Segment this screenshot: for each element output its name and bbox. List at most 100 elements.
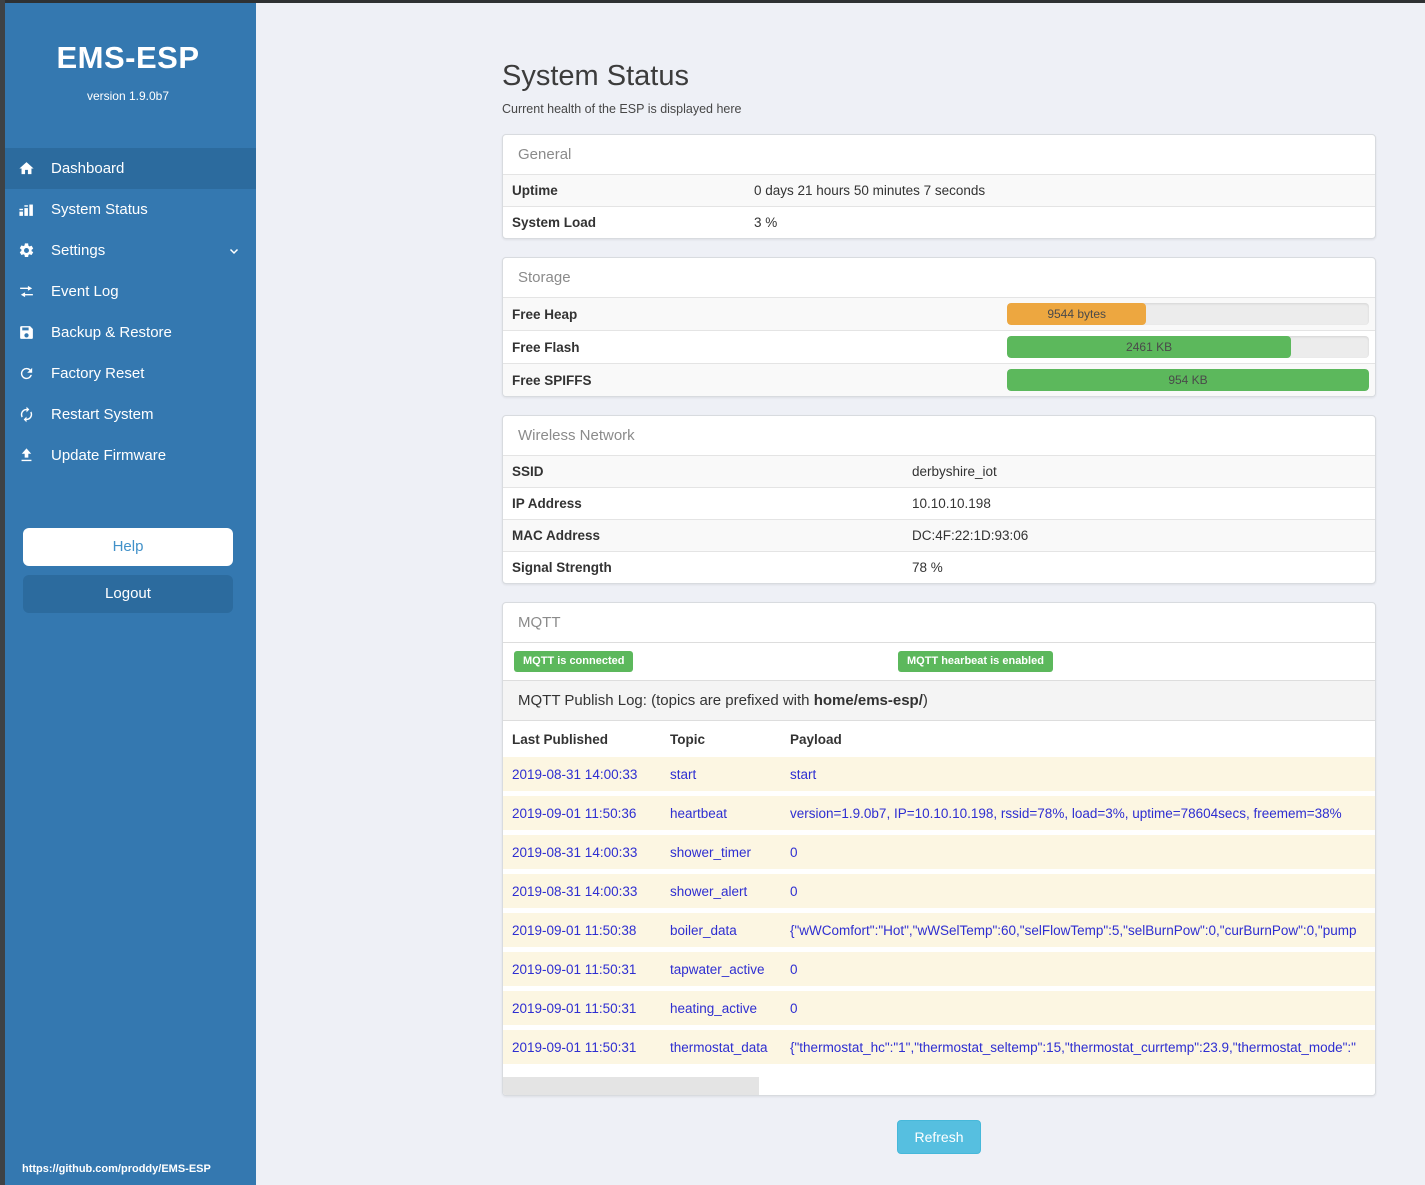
free-spiffs-progressbar: 954 KB — [1007, 369, 1369, 391]
log-row: 2019-09-01 11:50:31 tapwater_active 0 — [503, 952, 1375, 986]
log-payload: start — [790, 767, 817, 782]
sidebar-item-label: Backup & Restore — [51, 324, 172, 341]
sidebar-item-system-status[interactable]: System Status — [0, 189, 256, 230]
log-time: 2019-08-31 14:00:33 — [512, 767, 638, 782]
sidebar-item-settings[interactable]: Settings — [0, 230, 256, 271]
sidebar-item-restart-system[interactable]: Restart System — [0, 394, 256, 435]
log-payload: 0 — [790, 845, 798, 860]
wireless-panel: Wireless Network SSID derbyshire_iot IP … — [502, 415, 1376, 584]
system-load-label: System Load — [512, 215, 597, 230]
log-time: 2019-08-31 14:00:33 — [512, 845, 638, 860]
mqtt-topic-prefix: home/ems-esp/ — [813, 692, 923, 709]
window-top-edge — [0, 0, 1425, 3]
logout-button[interactable]: Logout — [23, 575, 233, 613]
uptime-label: Uptime — [512, 183, 558, 198]
mqtt-log-header: Last Published Topic Payload — [503, 721, 1375, 757]
sidebar: EMS-ESP version 1.9.0b7 Dashboard System… — [0, 0, 256, 1185]
horizontal-scrollbar-thumb[interactable] — [503, 1077, 759, 1095]
mac-address-label: MAC Address — [512, 528, 601, 543]
log-row: 2019-08-31 14:00:33 shower_timer 0 — [503, 835, 1375, 869]
general-panel-title: General — [518, 146, 572, 163]
free-flash-row: Free Flash 2461 KB — [503, 330, 1375, 363]
log-payload: 0 — [790, 1001, 798, 1016]
wireless-panel-title: Wireless Network — [518, 427, 635, 444]
column-payload: Payload — [790, 732, 842, 747]
log-payload: {"thermostat_hc":"1","thermostat_seltemp… — [790, 1040, 1356, 1055]
signal-strength-row: Signal Strength 78 % — [503, 551, 1375, 583]
app-title: EMS-ESP — [56, 40, 200, 75]
log-row: 2019-09-01 11:50:38 boiler_data {"wWComf… — [503, 913, 1375, 947]
help-button[interactable]: Help — [23, 528, 233, 566]
log-row: 2019-09-01 11:50:31 heating_active 0 — [503, 991, 1375, 1025]
sidebar-item-factory-reset[interactable]: Factory Reset — [0, 353, 256, 394]
free-spiffs-label: Free SPIFFS — [512, 372, 592, 388]
log-topic: tapwater_active — [670, 962, 765, 977]
log-payload: 0 — [790, 962, 798, 977]
sidebar-item-event-log[interactable]: Event Log — [0, 271, 256, 312]
ssid-value: derbyshire_iot — [912, 464, 997, 479]
refresh-icon — [16, 365, 36, 382]
mqtt-panel-title: MQTT — [503, 603, 1375, 643]
sidebar-item-label: Restart System — [51, 406, 154, 423]
github-link[interactable]: https://github.com/proddy/EMS-ESP — [22, 1163, 211, 1175]
log-time: 2019-08-31 14:00:33 — [512, 884, 638, 899]
sidebar-item-label: Event Log — [51, 283, 119, 300]
log-time: 2019-09-01 11:50:38 — [512, 923, 637, 938]
app-version: version 1.9.0b7 — [86, 89, 170, 103]
page-title: System Status — [502, 60, 689, 92]
log-payload: {"wWComfort":"Hot","wWSelTemp":60,"selFl… — [790, 923, 1357, 938]
sidebar-item-backup-restore[interactable]: Backup & Restore — [0, 312, 256, 353]
log-row: 2019-08-31 14:00:33 shower_alert 0 — [503, 874, 1375, 908]
column-topic: Topic — [670, 732, 705, 747]
log-topic: heating_active — [670, 1001, 758, 1016]
log-row: 2019-08-31 14:00:33 start start — [503, 757, 1375, 791]
storage-panel-title: Storage — [518, 269, 571, 286]
chevron-down-icon — [228, 245, 240, 257]
column-last-published: Last Published — [512, 732, 609, 747]
log-time: 2019-09-01 11:50:31 — [512, 1040, 637, 1055]
storage-panel: Storage Free Heap 9544 bytes Free Flash … — [502, 257, 1376, 397]
general-panel: General Uptime 0 days 21 hours 50 minute… — [502, 134, 1376, 239]
horizontal-scrollbar[interactable] — [503, 1077, 1375, 1095]
log-topic: thermostat_data — [670, 1040, 768, 1055]
log-topic: boiler_data — [670, 923, 737, 938]
main-content: System Status Current health of the ESP … — [256, 3, 1425, 1185]
free-flash-progress-fill: 2461 KB — [1007, 336, 1292, 358]
sidebar-nav: Dashboard System Status Settings Event L… — [0, 148, 256, 476]
system-load-row: System Load 3 % — [503, 206, 1375, 238]
log-topic: heartbeat — [670, 806, 728, 821]
mqtt-connected-badge: MQTT is connected — [514, 651, 634, 672]
ssid-row: SSID derbyshire_iot — [503, 455, 1375, 487]
mqtt-log-rows: 2019-08-31 14:00:33 start start 2019-09-… — [503, 757, 1375, 1064]
window-left-edge — [0, 0, 5, 1185]
mqtt-heartbeat-badge: MQTT hearbeat is enabled — [898, 651, 1053, 672]
sidebar-item-label: Dashboard — [51, 160, 125, 177]
bar-chart-icon — [16, 201, 36, 218]
sidebar-item-dashboard[interactable]: Dashboard — [0, 148, 256, 189]
ip-address-label: IP Address — [512, 496, 582, 511]
free-flash-label: Free Flash — [512, 339, 580, 355]
ip-address-value: 10.10.10.198 — [912, 496, 991, 511]
sidebar-item-update-firmware[interactable]: Update Firmware — [0, 435, 256, 476]
ip-address-row: IP Address 10.10.10.198 — [503, 487, 1375, 519]
mqtt-badges-row: MQTT is connected MQTT hearbeat is enabl… — [503, 643, 1375, 680]
system-load-value: 3 % — [754, 215, 778, 230]
log-time: 2019-09-01 11:50:31 — [512, 1001, 637, 1016]
upload-icon — [16, 447, 36, 464]
save-icon — [16, 324, 36, 341]
free-heap-progress-fill: 9544 bytes — [1007, 303, 1147, 325]
page-subtitle: Current health of the ESP is displayed h… — [502, 102, 742, 116]
free-flash-progressbar: 2461 KB — [1007, 336, 1369, 358]
refresh-button[interactable]: Refresh — [897, 1120, 981, 1154]
sync-icon — [16, 406, 36, 423]
ssid-label: SSID — [512, 464, 544, 479]
mqtt-publish-log-title: MQTT Publish Log: (topics are prefixed w… — [503, 680, 1375, 721]
sidebar-item-label: System Status — [51, 201, 148, 218]
mqtt-panel: MQTT MQTT is connected MQTT hearbeat is … — [502, 602, 1376, 1096]
free-heap-row: Free Heap 9544 bytes — [503, 297, 1375, 330]
mac-address-value: DC:4F:22:1D:93:06 — [912, 528, 1029, 543]
log-topic: shower_timer — [670, 845, 752, 860]
app-brand: EMS-ESP version 1.9.0b7 — [0, 0, 256, 103]
log-time: 2019-09-01 11:50:36 — [512, 806, 637, 821]
sidebar-item-label: Factory Reset — [51, 365, 145, 382]
